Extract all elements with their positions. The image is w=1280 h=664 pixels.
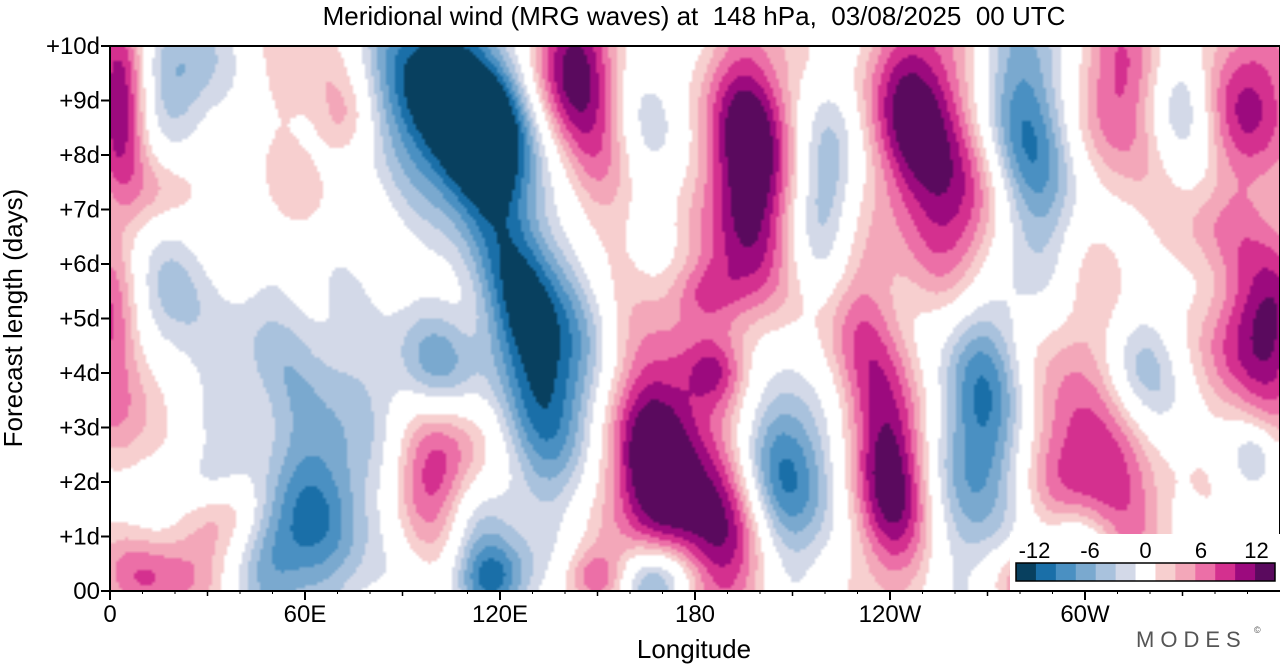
y-tick-label: 00 — [73, 578, 100, 605]
colorbar-swatch — [1195, 563, 1216, 581]
colorbar-swatch — [1055, 563, 1077, 581]
y-tick-label: +6d — [59, 251, 100, 278]
colorbar-swatch — [1255, 563, 1276, 581]
colorbar-frame — [1015, 562, 1276, 582]
colorbar-tick-label: -12 — [1019, 538, 1051, 563]
colorbar-swatch — [1115, 563, 1137, 581]
colorbar-tick-label: 0 — [1139, 538, 1151, 563]
y-tick-label: +5d — [59, 306, 100, 333]
colorbar-tick-label: 12 — [1244, 538, 1268, 563]
x-tick-label: 60W — [1060, 601, 1110, 628]
brand-mark: © — [1254, 625, 1267, 635]
x-tick-label: 60E — [284, 601, 327, 628]
colorbar-swatch — [1175, 563, 1196, 581]
colorbar-tick-label: 6 — [1195, 538, 1207, 563]
chart-title: Meridional wind (MRG waves) at 148 hPa, … — [323, 1, 1066, 31]
modes-logo: MODES © — [1136, 625, 1267, 652]
colorbar-swatch — [1075, 563, 1097, 581]
colorbar-swatch — [1095, 563, 1117, 581]
colorbar-swatch — [1235, 563, 1256, 581]
y-tick-label: +8d — [59, 142, 100, 169]
y-axis: 00 +1d +2d +3d +4d +5d +6d +7d +8d +9d +10d — [46, 33, 110, 605]
x-tick-label: 180 — [675, 601, 715, 628]
y-tick-label: +3d — [59, 415, 100, 442]
heatmap-field — [110, 46, 1280, 591]
y-tick-label: +2d — [59, 469, 100, 496]
x-tick-label: 120E — [472, 601, 528, 628]
colorbar-swatch — [1155, 563, 1176, 581]
y-axis-label: Forecast length (days) — [0, 189, 28, 448]
colorbar-swatch — [1035, 563, 1057, 581]
y-tick-label: +4d — [59, 360, 100, 387]
y-tick-label: +10d — [46, 33, 100, 60]
x-axis-label: Longitude — [637, 634, 751, 664]
y-tick-label: +9d — [59, 88, 100, 115]
y-tick-label: +1d — [59, 524, 100, 551]
colorbar-legend: -12 -6 0 6 12 — [1010, 534, 1280, 590]
x-axis: 0 60E 120E 180 120W 60W — [103, 591, 1248, 628]
colorbar-swatch — [1215, 563, 1236, 581]
colorbar-tick-label: -6 — [1080, 538, 1100, 563]
brand-text: MODES — [1136, 627, 1247, 652]
x-tick-label: 0 — [103, 601, 116, 628]
colorbar-swatch — [1016, 563, 1037, 581]
y-tick-label: +7d — [59, 197, 100, 224]
colorbar-swatch — [1135, 563, 1156, 581]
x-tick-label: 120W — [859, 601, 922, 628]
